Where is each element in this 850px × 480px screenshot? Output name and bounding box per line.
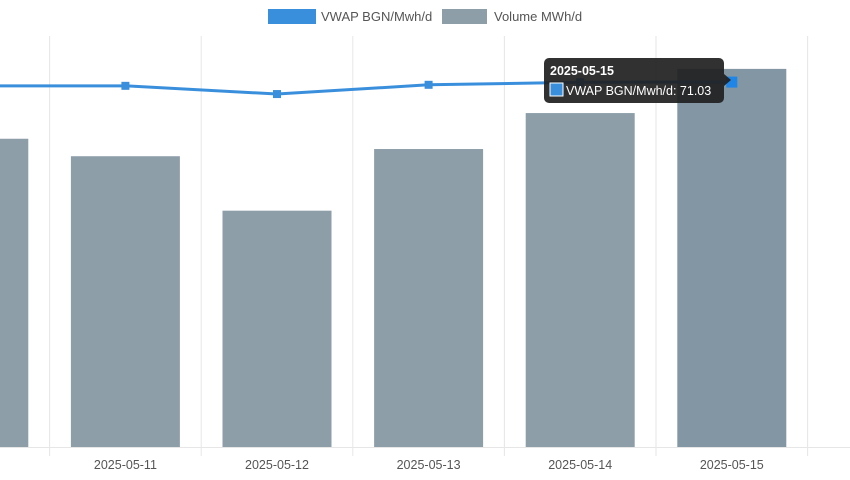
x-tick-label: 2025-05-15 [700, 458, 764, 472]
volume-bar [677, 68, 787, 447]
legend-label-volume: Volume MWh/d [494, 9, 582, 24]
vwap-point [726, 76, 738, 88]
x-axis: 02025-05-112025-05-122025-05-132025-05-1… [0, 447, 850, 472]
volume-bar [525, 113, 635, 447]
volume-bars [0, 68, 787, 447]
legend-swatch-vwap [268, 9, 316, 24]
legend-item-vwap[interactable]: VWAP BGN/Mwh/d [268, 9, 432, 24]
legend-swatch-volume [442, 9, 487, 24]
tooltip-box [544, 58, 724, 103]
x-tick-label: 2025-05-12 [245, 458, 309, 472]
vwap-point [273, 90, 281, 99]
volume-bar [374, 149, 484, 447]
tooltip-swatch [549, 82, 564, 97]
grid [49, 36, 809, 456]
x-tick-label: 2025-05-14 [548, 458, 612, 472]
vwap-point [121, 81, 130, 90]
vwap-point [424, 80, 433, 89]
tooltip-title: 2025-05-15 [550, 64, 614, 78]
volume-bar [70, 156, 180, 447]
volume-bar [222, 210, 332, 447]
x-tick-label: 2025-05-13 [397, 458, 461, 472]
x-tick-label: 2025-05-11 [94, 458, 157, 472]
tooltip: 2025-05-15 VWAP BGN/Mwh/d: 71.03 [544, 58, 731, 103]
tooltip-caret [724, 74, 731, 86]
tooltip-label: VWAP BGN/Mwh/d: 71.03 [566, 84, 711, 98]
legend[interactable]: VWAP BGN/Mwh/d Volume MWh/d [268, 9, 582, 24]
legend-label-vwap: VWAP BGN/Mwh/d [321, 9, 432, 24]
legend-item-volume[interactable]: Volume MWh/d [442, 9, 582, 24]
volume-bar [0, 138, 29, 447]
